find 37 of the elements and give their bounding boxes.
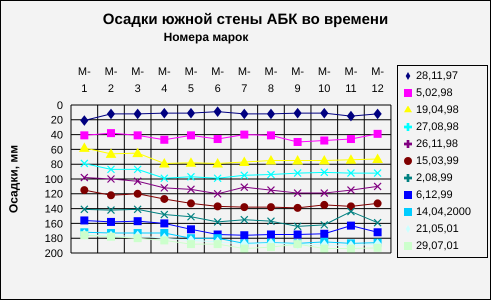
x-tick-label: М-11	[344, 66, 358, 95]
legend-label: 15,03,99	[416, 155, 459, 167]
y-tick-label: 20	[50, 114, 63, 127]
x-tick-label: М-6	[211, 66, 224, 95]
y-tick-label: 160	[44, 218, 63, 230]
x-tick-label: М-5	[184, 66, 198, 95]
x-tick-label: М-9	[291, 66, 304, 95]
legend-label: 5,02,98	[416, 87, 453, 99]
x-tick-label: М-3	[131, 66, 144, 95]
x-tick-label: М-10	[318, 66, 332, 95]
legend-label: 14,04,2000	[416, 206, 471, 218]
y-tick-label: 140	[44, 204, 63, 216]
y-tick-label: 80	[50, 159, 63, 172]
y-tick-label: 60	[50, 144, 63, 156]
y-tick-label: 200	[44, 248, 63, 260]
legend-label: 26,11,98	[416, 138, 458, 150]
legend-label: 29,07,01	[416, 240, 459, 252]
chart-title: Осадки южной стены АБК во времени	[102, 11, 390, 28]
y-tick-label: 120	[44, 188, 63, 201]
legend-label: 6,12,99	[416, 189, 453, 201]
legend-label: 27,08,98	[416, 121, 459, 133]
legend-label: 19,04,98	[416, 104, 459, 116]
x-axis-title: Номера марок	[162, 30, 250, 44]
legend-label: 2,08,99	[416, 172, 453, 184]
legend-label: 21,05,01	[416, 223, 459, 235]
y-tick-label: 100	[44, 174, 63, 186]
y-tick-label: 40	[50, 130, 63, 142]
x-tick-label: М-2	[104, 66, 118, 95]
y-tick-label: 0	[56, 100, 63, 112]
y-tick-label: 180	[44, 233, 63, 246]
legend-label: 28,11,97	[416, 70, 458, 82]
x-tick-label: М-8	[264, 66, 278, 95]
x-tick-label: М-4	[158, 66, 172, 95]
y-axis-title: Осадки, мм	[6, 144, 20, 214]
x-tick-label: М-12	[371, 66, 384, 95]
x-tick-label: М-7	[238, 66, 252, 95]
x-tick-label: М-1	[78, 66, 92, 95]
